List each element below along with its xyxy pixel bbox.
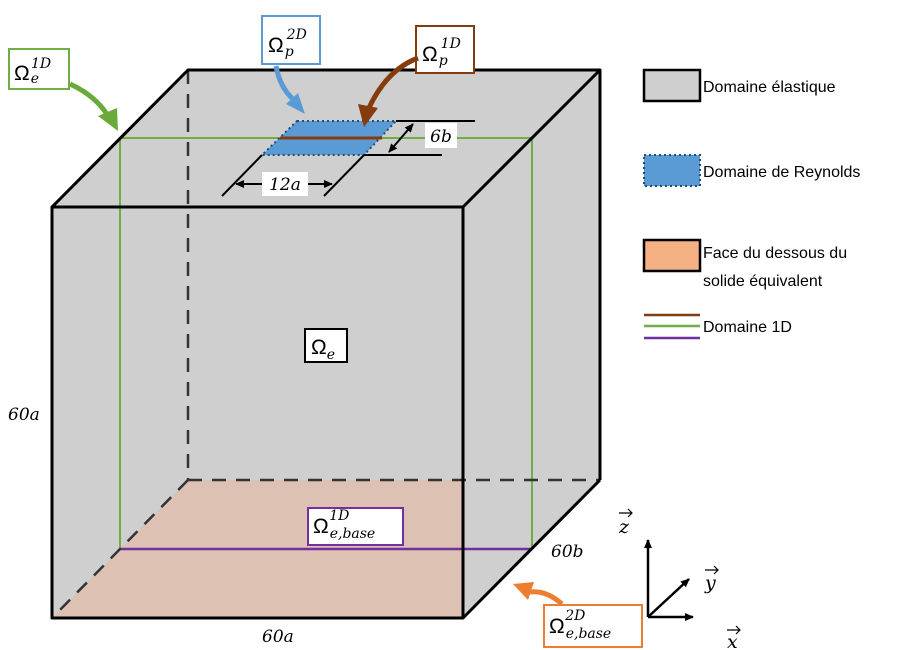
dim-12a-label-bg [262,172,308,196]
omega-ebase2d-label: Ωe,base2D [549,608,611,642]
omega-ebase2d-arrow [529,589,564,606]
omega-p2d-arrow [273,65,296,102]
legend-bottom-swatch [642,238,702,273]
legend-reynolds-label: Domaine de Reynolds [703,164,860,181]
omega-e1d-box [8,48,70,90]
omega-ebase1d-box [307,507,404,546]
axis-x-vec [727,625,741,635]
omega-e1d-label: Ωe1D [14,56,51,87]
omega-p1d-arrow [365,55,419,112]
omega-e1d-arrow [68,81,111,118]
dim-12a-ext-right [323,154,365,197]
omega-p2d-label: Ωp2D [268,27,307,60]
axis-z-vec [619,508,633,518]
axes-triad [644,539,694,621]
axis-z-label: z [618,516,630,538]
dim-height-label: 60a [8,405,40,425]
omega-e-box [304,328,348,363]
dim-6b-label: 6b [430,127,452,147]
omega-p1d-label: Ωp1D [422,36,461,69]
legend-elastic-swatch [642,68,702,103]
omega-e1d-arrowhead [98,108,118,131]
legend-bottom-label-2: solide équivalent [703,273,823,290]
omega-ebase1d-label: Ωe,base1D [313,508,375,542]
axis-x-label: x [727,631,738,650]
omega-ebase2d-box [543,604,643,648]
omega-p2d-arrowhead [286,93,305,114]
legend-1d-label: Domaine 1D [703,319,792,336]
dim-12a-label: 12a [269,175,301,195]
omega-ebase2d-arrowhead [513,582,534,600]
legend-bottom-label-1: Face du dessous du [703,245,847,262]
dim-width-label: 60a [262,627,294,647]
legend-reynolds-swatch [643,154,701,187]
dim-depth-label: 60b [551,542,584,562]
omega-p1d-arrowhead [358,104,378,127]
axis-y-label: y [704,572,716,594]
omega-e-label: Ωe [311,336,335,363]
dim-6b-arrow [388,123,414,153]
hidden-edges [51,70,600,619]
legend-elastic-label: Domaine élastique [703,79,836,96]
dim-12a-ext-left [221,154,263,197]
omega-p1d-box [415,25,475,74]
omega-p2d-box [261,15,321,65]
dim-6b-label-bg [425,123,457,148]
axis-y-vec [705,565,719,575]
